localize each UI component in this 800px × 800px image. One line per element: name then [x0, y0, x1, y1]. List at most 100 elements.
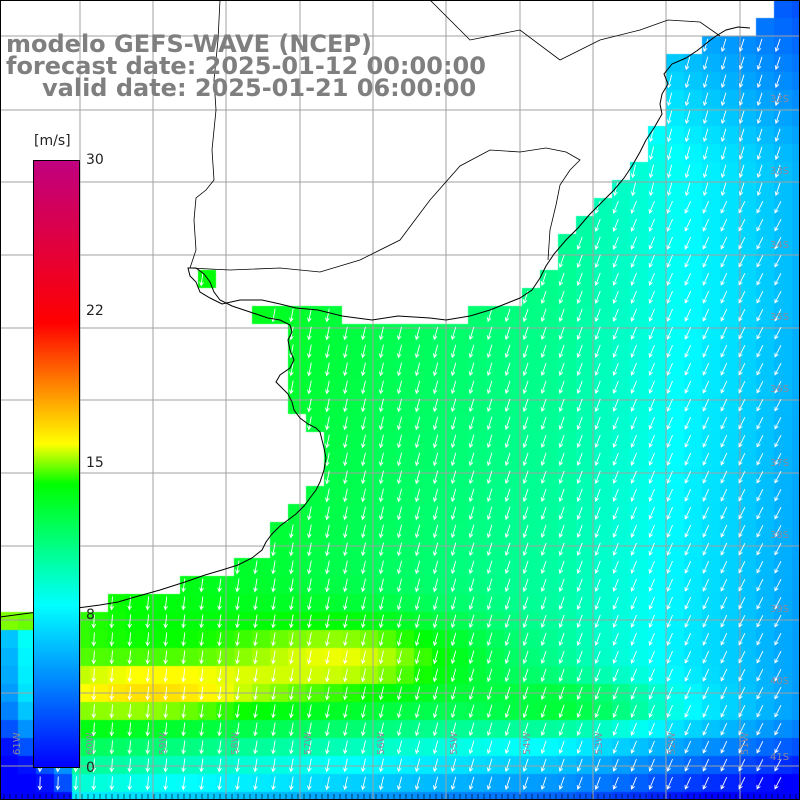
- wind-arrow: [432, 758, 439, 773]
- wind-arrow: [702, 308, 710, 322]
- wind-arrow: [774, 272, 782, 286]
- wind-arrow: [414, 560, 421, 575]
- wind-arrow: [648, 398, 655, 412]
- wind-arrow: [630, 236, 637, 250]
- wind-arrow: [343, 452, 348, 467]
- wind-arrow: [378, 434, 384, 449]
- wind-arrow: [343, 578, 348, 593]
- wind-arrow: [702, 128, 709, 143]
- wind-arrow: [594, 434, 601, 448]
- wind-arrow: [378, 488, 384, 503]
- wind-arrow: [450, 668, 457, 683]
- wind-arrow: [343, 470, 348, 485]
- wind-arrow: [720, 92, 727, 107]
- wind-arrow: [702, 74, 709, 89]
- wind-arrow: [522, 524, 529, 539]
- wind-arrow: [522, 398, 529, 413]
- wind-arrow: [361, 668, 366, 683]
- wind-arrow: [343, 344, 348, 359]
- wind-arrow: [648, 380, 655, 394]
- wind-arrow: [774, 290, 782, 304]
- wind-arrow: [702, 290, 710, 304]
- wind-arrow: [432, 488, 439, 503]
- wind-arrow: [774, 308, 782, 322]
- wind-arrow: [738, 686, 746, 700]
- wind-arrow: [738, 290, 746, 304]
- wind-arrow: [738, 380, 746, 394]
- wind-arrow: [522, 578, 529, 593]
- wind-arrow: [756, 200, 764, 214]
- wind-arrow: [450, 650, 457, 665]
- wind-arrow: [486, 308, 493, 323]
- model-title: modelo GEFS-WAVE (NCEP): [6, 30, 372, 58]
- wind-arrow: [756, 758, 764, 772]
- wind-arrow: [325, 344, 330, 359]
- wind-arrow: [756, 164, 763, 179]
- wind-arrow: [576, 398, 583, 412]
- wind-arrow: [720, 236, 728, 250]
- wind-arrow: [361, 506, 366, 521]
- wind-arrow: [468, 632, 475, 647]
- wind-arrow: [720, 200, 728, 214]
- wind-arrow: [450, 614, 457, 629]
- wind-arrow: [720, 380, 728, 394]
- wind-arrow: [378, 722, 384, 737]
- colorbar-tick-15: 15: [86, 455, 104, 471]
- wind-arrow: [504, 686, 511, 701]
- wind-arrow: [522, 740, 529, 755]
- wind-arrow: [522, 668, 529, 683]
- wind-arrow: [666, 632, 674, 646]
- wind-arrow: [325, 776, 330, 791]
- wind-arrow: [756, 704, 764, 718]
- wind-arrow: [91, 722, 97, 737]
- wind-arrow: [576, 434, 583, 448]
- wind-arrow: [325, 542, 330, 557]
- wind-arrow: [486, 578, 493, 593]
- wind-arrow: [271, 632, 276, 647]
- wind-arrow: [307, 650, 312, 665]
- wind-arrow: [612, 272, 619, 286]
- wind-arrow: [289, 362, 294, 377]
- wind-arrow: [756, 218, 764, 232]
- wind-arrow: [576, 416, 583, 430]
- wind-arrow: [504, 344, 511, 359]
- wind-arrow: [648, 218, 655, 232]
- wind-arrow: [378, 686, 384, 701]
- wind-arrow: [702, 236, 710, 250]
- wind-arrow: [307, 326, 312, 341]
- wind-arrow: [702, 380, 710, 394]
- wind-arrow: [396, 722, 403, 737]
- wind-arrow: [774, 200, 782, 214]
- wind-arrow: [450, 362, 457, 377]
- wind-arrow: [145, 650, 150, 665]
- wind-arrow: [666, 416, 674, 430]
- wind-arrow: [343, 398, 348, 413]
- wind-arrow: [432, 452, 439, 467]
- wind-arrow: [684, 254, 692, 268]
- wind-arrow: [109, 722, 115, 737]
- wind-arrow: [522, 380, 529, 395]
- wind-arrow: [576, 722, 583, 736]
- wind-arrow: [235, 740, 240, 755]
- wind-arrow: [325, 326, 330, 341]
- wind-arrow: [702, 506, 710, 520]
- wind-arrow: [738, 632, 746, 646]
- wind-arrow: [432, 506, 439, 521]
- wind-arrow: [343, 524, 348, 539]
- wind-arrow: [396, 560, 403, 575]
- wind-arrow: [522, 506, 529, 521]
- wind-arrow: [235, 722, 240, 737]
- wind-arrow: [666, 110, 673, 125]
- wind-arrow: [325, 470, 330, 485]
- wind-arrow: [630, 344, 637, 358]
- wind-arrow: [91, 758, 97, 773]
- wind-arrow: [307, 704, 312, 719]
- wind-arrow: [720, 218, 728, 232]
- wind-arrow: [756, 398, 764, 412]
- wind-arrow: [181, 722, 186, 737]
- wind-arrow: [774, 128, 781, 143]
- wind-arrow: [414, 578, 421, 593]
- wind-arrow: [127, 740, 132, 755]
- wind-arrow: [217, 758, 222, 773]
- wind-arrow: [630, 722, 637, 736]
